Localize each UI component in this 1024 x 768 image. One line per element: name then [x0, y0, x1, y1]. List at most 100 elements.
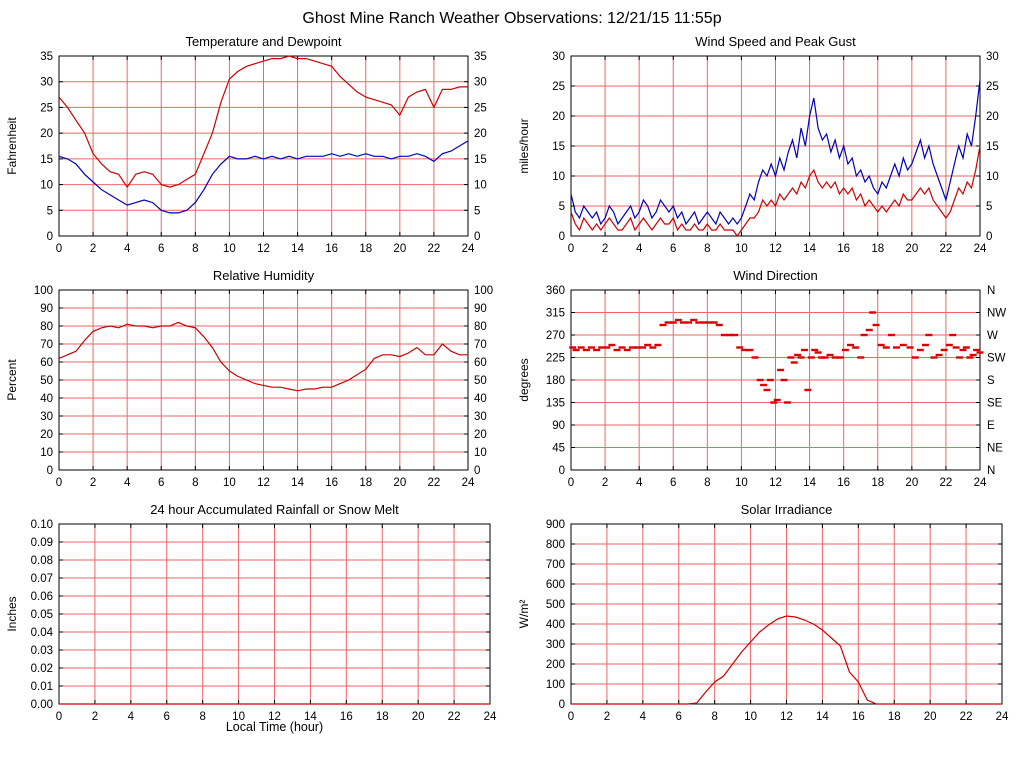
- x-tick-label: 10: [735, 477, 748, 489]
- y-tick-label-right: 5: [986, 201, 992, 213]
- series-temperature: [58, 55, 468, 189]
- y-tick-label: 0.05: [31, 609, 53, 621]
- x-tick-label: 16: [852, 711, 865, 723]
- x-tick-label: 24: [484, 711, 497, 723]
- y-tick-label-right: 10: [474, 447, 487, 459]
- y-tick-label-right: 70: [474, 339, 487, 351]
- chart-title: Relative Humidity: [213, 268, 315, 283]
- y-tick-label: 0.06: [31, 591, 53, 603]
- gridlines: [571, 290, 980, 470]
- chart-title: Solar Irradiance: [741, 502, 833, 517]
- y-tick-label: 100: [34, 285, 53, 297]
- x-tick-label: 22: [940, 243, 953, 255]
- x-tick-label: 20: [924, 711, 937, 723]
- x-tick-label: 10: [223, 243, 236, 255]
- y-tick-label: 20: [40, 429, 53, 441]
- x-tick-label: 0: [56, 243, 62, 255]
- x-tick-label: 0: [568, 243, 574, 255]
- y-tick-label: 900: [546, 519, 565, 531]
- chart-title: Wind Direction: [733, 268, 818, 283]
- series-wind-speed: [570, 145, 981, 238]
- plot-border: [570, 523, 1003, 705]
- y-tick-label-right: 30: [474, 411, 487, 423]
- y-tick-label-right: 0: [474, 231, 480, 243]
- x-tick-label: 20: [393, 243, 406, 255]
- y-tick-label: 80: [40, 321, 53, 333]
- y-tick-label: 0: [559, 699, 565, 711]
- y-tick-label: 90: [40, 303, 53, 315]
- x-tick-label: 8: [192, 243, 198, 255]
- y-tick-label: 225: [546, 353, 565, 365]
- x-tick-label: 12: [780, 711, 793, 723]
- y-tick-label-right: 0: [986, 231, 992, 243]
- y-tick-label: 30: [40, 411, 53, 423]
- x-tick-label: 24: [462, 477, 475, 489]
- plot-border: [570, 289, 981, 471]
- y-tick-label: 50: [40, 375, 53, 387]
- y-tick-label: 0.01: [31, 681, 53, 693]
- y-tick-label-right: 25: [986, 81, 999, 93]
- y-tick-label: 0.10: [31, 519, 53, 531]
- x-tick-label: 24: [996, 711, 1009, 723]
- axis-labels: 0.00 0.01 0.02 0.03 0.04 0.05 0.06 0.07 0.08 0.09…: [5, 519, 497, 734]
- x-tick-label: 22: [960, 711, 973, 723]
- x-tick-label: 18: [871, 477, 884, 489]
- y-tick-label: 0: [559, 465, 565, 477]
- x-tick-label: 16: [340, 711, 353, 723]
- y-axis-title: Percent: [5, 359, 19, 401]
- x-tick-label: 18: [359, 477, 372, 489]
- y-tick-label-right: 30: [474, 77, 487, 89]
- y-axis-title: miles/hour: [517, 118, 531, 173]
- x-tick-label: 6: [670, 477, 676, 489]
- y-tick-label: 15: [552, 141, 565, 153]
- x-tick-label: 24: [462, 243, 475, 255]
- x-tick-label: 12: [769, 243, 782, 255]
- y-tick-label-right: 40: [474, 393, 487, 405]
- compass-label: S: [987, 375, 995, 387]
- scatter-points: [569, 311, 984, 404]
- y-tick-label-right: 15: [986, 141, 999, 153]
- x-tick-label: 4: [636, 243, 643, 255]
- x-tick-label: 20: [905, 243, 918, 255]
- y-tick-label: 0.07: [31, 573, 53, 585]
- x-tick-label: 22: [428, 243, 441, 255]
- x-tick-label: 14: [304, 711, 317, 723]
- axis-ticks: [570, 289, 981, 471]
- x-tick-label: 4: [128, 711, 135, 723]
- y-tick-label: 180: [546, 375, 565, 387]
- x-tick-label: 18: [376, 711, 389, 723]
- x-tick-label: 20: [905, 477, 918, 489]
- x-tick-label: 8: [704, 477, 710, 489]
- x-tick-label: 8: [704, 243, 710, 255]
- y-tick-label: 35: [40, 51, 53, 63]
- x-tick-label: 10: [744, 711, 757, 723]
- compass-label: NE: [987, 443, 1003, 455]
- x-tick-label: 4: [124, 477, 131, 489]
- chart-accumulated-rainfall: 24 hour Accumulated Rainfall or Snow Mel…: [5, 502, 497, 734]
- x-tick-label: 16: [837, 243, 850, 255]
- y-tick-label-right: 100: [474, 285, 493, 297]
- x-tick-label: 2: [90, 477, 96, 489]
- y-tick-label: 0: [559, 231, 565, 243]
- y-tick-label: 600: [546, 579, 565, 591]
- x-tick-label: 0: [56, 711, 62, 723]
- y-tick-label: 10: [40, 447, 53, 459]
- y-tick-label: 0: [47, 231, 53, 243]
- x-tick-label: 20: [393, 477, 406, 489]
- y-tick-label-right: 90: [474, 303, 487, 315]
- compass-label: W: [987, 330, 998, 342]
- y-tick-label: 100: [546, 679, 565, 691]
- x-tick-label: 2: [602, 477, 608, 489]
- charts-grid: Temperature and Dewpoint 0 0 5 5 10 10 15 15 20 20…: [0, 32, 1024, 734]
- x-tick-label: 16: [325, 477, 338, 489]
- x-tick-label: 10: [735, 243, 748, 255]
- y-tick-label: 0.03: [31, 645, 53, 657]
- x-tick-label: 8: [711, 711, 717, 723]
